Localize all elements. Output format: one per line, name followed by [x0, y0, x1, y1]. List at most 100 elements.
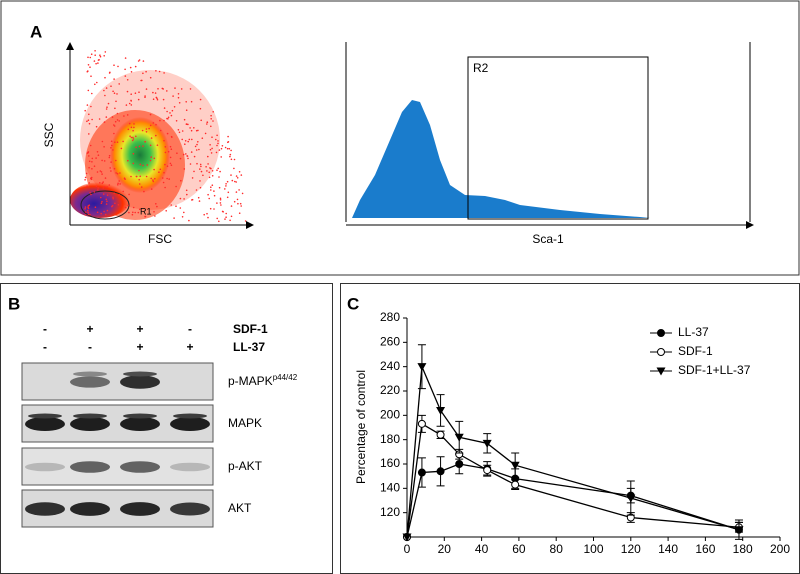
- scatter-dot: [236, 198, 239, 201]
- legend-label: LL-37: [678, 325, 709, 339]
- scatter-dot: [190, 100, 193, 103]
- scatter-dot: [137, 98, 140, 101]
- scatter-dot: [118, 120, 120, 122]
- scatter-dot: [100, 196, 102, 199]
- scatter-dot: [113, 92, 116, 94]
- scatter-dot: [96, 151, 99, 153]
- scatter-dot: [183, 168, 186, 170]
- scatter-dot: [207, 193, 209, 196]
- scatter-dot: [129, 66, 132, 69]
- scatter-dot: [217, 140, 219, 142]
- scatter-dot: [113, 125, 116, 127]
- blot-band: [70, 461, 110, 473]
- scatter-dot: [112, 149, 114, 151]
- scatter-dot: [111, 204, 114, 207]
- y-tick-label: 160: [380, 456, 400, 470]
- y-tick-label: 280: [380, 310, 400, 324]
- scatter-dot: [137, 211, 140, 214]
- legend-marker: [657, 348, 665, 356]
- scatter-dot: [199, 186, 202, 189]
- scatter-dot: [138, 91, 140, 93]
- scatter-dot: [224, 218, 226, 220]
- scatter-dot: [124, 75, 127, 77]
- scatter-dot: [88, 155, 90, 157]
- scatter-dot: [118, 83, 120, 85]
- blot-label: MAPK: [228, 416, 262, 430]
- scatter-dot: [211, 175, 214, 177]
- scatter-dot: [97, 189, 99, 191]
- scatter-dot: [113, 78, 115, 80]
- scatter-dot: [122, 190, 124, 193]
- scatter-dot: [219, 199, 222, 201]
- scatter-dot: [116, 93, 118, 95]
- scatter-dot: [106, 106, 108, 108]
- scatter-dot: [111, 116, 114, 118]
- scatter-dot: [91, 92, 93, 95]
- scatter-dot: [170, 148, 173, 150]
- scatter-dot: [212, 111, 214, 113]
- blot-band: [170, 502, 210, 516]
- scatter-dot: [202, 174, 204, 177]
- scatter-dot: [184, 140, 187, 142]
- scatter-dot: [103, 146, 105, 148]
- scatter-dot: [207, 155, 209, 158]
- scatter-dot: [162, 98, 165, 101]
- scatter-dot: [127, 159, 129, 162]
- blot-band: [123, 371, 157, 377]
- scatter-dot: [166, 165, 169, 167]
- scatter-dot: [96, 171, 99, 173]
- scatter-dot: [178, 102, 181, 104]
- scatter-dot: [138, 183, 141, 185]
- scatter-dot: [161, 177, 164, 179]
- scatter-dot: [95, 185, 98, 188]
- series-line: [406, 422, 740, 538]
- scatter-dot: [154, 215, 156, 217]
- scatter-dot: [124, 68, 126, 71]
- scatter-dot: [166, 117, 168, 120]
- scatter-dot: [190, 129, 193, 132]
- blot-label: p-AKT: [228, 459, 263, 473]
- scatter-dot: [86, 185, 88, 187]
- scatter-dot: [97, 154, 100, 156]
- scatter-dot: [199, 98, 202, 101]
- scatter-dot: [199, 180, 201, 182]
- scatter-dot: [104, 213, 107, 216]
- scatter-dot: [155, 70, 157, 72]
- scatter-dot: [122, 140, 124, 143]
- scatter-dot: [105, 108, 108, 110]
- scatter-dot: [177, 93, 180, 95]
- scatter-dot: [230, 215, 233, 218]
- scatter-dot: [164, 146, 167, 148]
- scatter-dot: [180, 88, 183, 90]
- scatter-dot: [218, 149, 221, 151]
- scatter-dot: [113, 132, 115, 135]
- scatter-dot: [140, 79, 142, 82]
- gate-r2: [467, 56, 649, 220]
- blot-band: [120, 417, 160, 431]
- y-axis-label: Percentage of control: [354, 370, 368, 484]
- scatter-dot: [209, 148, 212, 151]
- scatter-dot: [149, 76, 152, 79]
- scatter-dot: [119, 183, 121, 185]
- scatter-plot: [70, 50, 247, 223]
- scatter-dot: [101, 200, 103, 203]
- scatter-dot: [87, 119, 90, 121]
- point: [483, 466, 492, 475]
- scatter-dot: [155, 96, 158, 99]
- scatter-dot: [130, 104, 133, 106]
- treatment-sign: -: [43, 322, 47, 336]
- scatter-dot: [226, 196, 229, 199]
- scatter-dot: [155, 123, 157, 126]
- scatter-dot: [229, 219, 231, 222]
- x-tick-label: 180: [733, 542, 753, 556]
- scatter-dot: [166, 110, 168, 113]
- scatter-dot: [167, 150, 170, 153]
- blot-name: p-AKT: [228, 459, 263, 473]
- scatter-dot: [132, 211, 134, 214]
- blot-band: [123, 413, 157, 419]
- scatter-dot: [86, 70, 89, 73]
- scatter-dot: [86, 120, 88, 123]
- scatter-dot: [209, 207, 212, 210]
- scatter-dot: [241, 192, 244, 195]
